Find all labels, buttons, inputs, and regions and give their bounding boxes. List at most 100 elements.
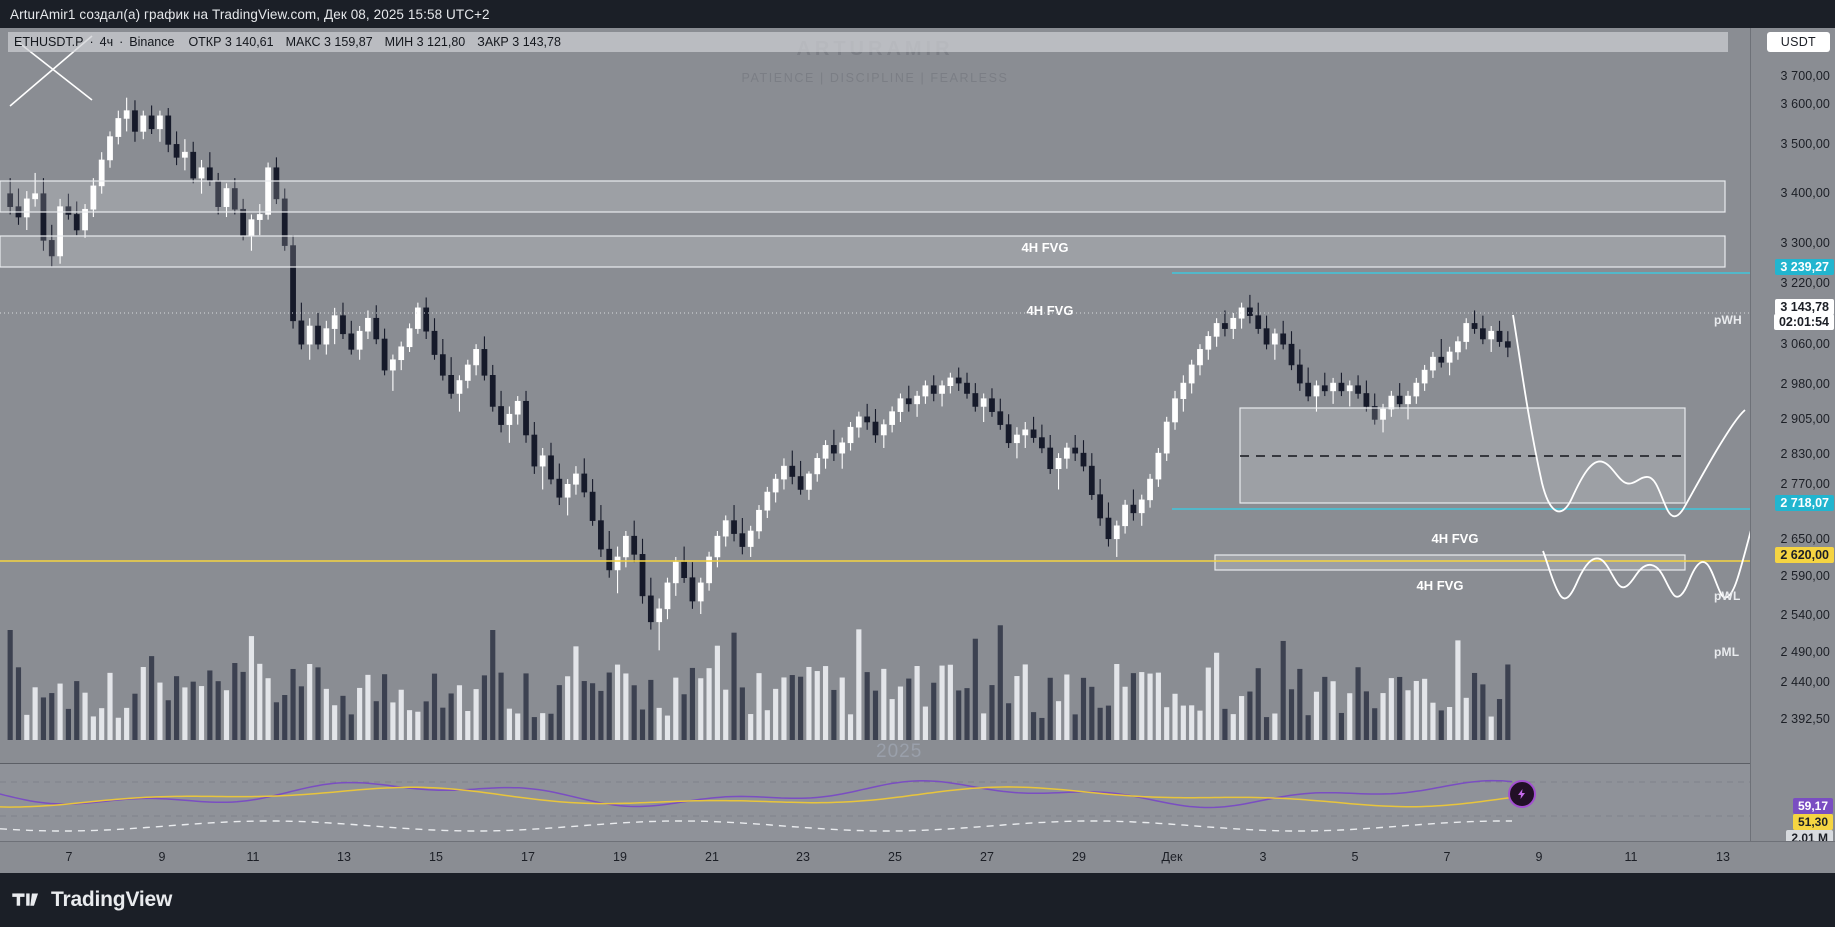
time-tick: 3 [1259, 850, 1267, 864]
volume-bar [1430, 702, 1436, 740]
projection-drawing-layer[interactable] [0, 28, 1750, 763]
price-tick: 3 060,00 [1780, 337, 1830, 351]
candle-body [855, 416, 862, 428]
candle-body [398, 346, 405, 361]
volume-bar [864, 672, 870, 740]
projection-path-upper[interactable] [1512, 314, 1746, 518]
candle-body [32, 193, 39, 200]
volume-bar [282, 695, 288, 740]
volume-bar [1006, 703, 1012, 740]
oscillator-pane[interactable] [0, 763, 1750, 842]
volume-bar [1114, 664, 1120, 740]
volume-bar [789, 675, 795, 740]
tradingview-logo-icon [12, 893, 39, 906]
volume-bar [1280, 640, 1286, 740]
candle-body [930, 385, 937, 394]
pml-price-pill: 2 620,00 [1775, 547, 1834, 563]
candle-body [1213, 323, 1220, 337]
volume-bar [698, 678, 704, 740]
volume-bar [1039, 717, 1045, 740]
fvg-zone-4[interactable]: 4H FVG [1214, 554, 1686, 593]
candle-body [182, 151, 188, 158]
time-tick: 21 [705, 850, 719, 864]
legend-symbol[interactable]: ETHUSDT.P [14, 35, 84, 49]
candle-body [1321, 385, 1328, 392]
candle-body [747, 530, 754, 547]
fvg-zone-1[interactable]: 4H FVG [0, 180, 1726, 255]
candle-body [240, 208, 247, 236]
countdown-pill: 02:01:54 [1773, 314, 1834, 330]
candle-body [1222, 323, 1228, 329]
tradingview-logo[interactable]: TradingView [12, 888, 172, 912]
volume-bar [315, 667, 321, 740]
volume-bar [440, 707, 446, 740]
candle-body [772, 478, 779, 493]
chart-stage: ARTURAMIR PATIENCE | DISCIPLINE | FEARLE… [0, 28, 1835, 874]
currency-unit-badge[interactable]: USDT [1766, 32, 1830, 52]
legend-high-value: 3 159,87 [324, 35, 373, 49]
candle-body [390, 359, 396, 371]
volume-bar [981, 713, 987, 740]
volume-bar [7, 630, 13, 740]
candle-body [481, 349, 488, 376]
fvg-zone-label: 4H FVG [1022, 240, 1069, 255]
time-tick: 5 [1351, 850, 1359, 864]
legend-interval[interactable]: 4ч [99, 35, 114, 49]
candle-body [165, 115, 172, 145]
candle-body [157, 115, 163, 130]
volume-bar [906, 678, 912, 740]
volume-bar [215, 681, 221, 740]
candle-body [1122, 504, 1128, 527]
volume-bar [390, 702, 396, 740]
volume-bar [573, 646, 579, 740]
volume-bar [1230, 714, 1236, 740]
volume-bar [814, 671, 820, 740]
price-pane[interactable]: ARTURAMIR PATIENCE | DISCIPLINE | FEARLE… [0, 28, 1750, 763]
candle-body [348, 333, 355, 350]
pwl-price-pill: 2 718,07 [1775, 495, 1834, 511]
candle-body [714, 535, 721, 558]
lightning-badge-icon[interactable] [1508, 780, 1536, 808]
volume-bar [889, 699, 895, 740]
candle-body [905, 398, 912, 405]
volume-bar [847, 714, 854, 740]
volume-bar [748, 714, 754, 740]
pwh-label: pWH [1714, 313, 1742, 327]
time-tick: 7 [65, 850, 73, 864]
volume-bar [1064, 674, 1070, 740]
candle-body [822, 445, 829, 459]
volume-bar [340, 695, 346, 740]
volume-bar [1397, 676, 1403, 740]
price-tick: 2 650,00 [1780, 532, 1830, 546]
price-axis[interactable]: USDT 3 700,00 3 600,00 3 500,00 3 400,00 3 3… [1750, 28, 1835, 841]
candle-body [140, 115, 147, 132]
volume-bar [1288, 689, 1295, 740]
volume-bar [1463, 697, 1469, 740]
fvg-annotation-layer[interactable]: 4H FVG 4H FVG 4H FVG 4H FVG [0, 28, 1750, 763]
volume-bar [731, 632, 737, 740]
candle-body [1430, 356, 1436, 371]
candle-body [373, 317, 380, 340]
volume-bar [1272, 713, 1278, 740]
candle-body [1014, 434, 1020, 444]
symbol-legend[interactable]: ETHUSDT.P · 4ч · Binance ОТКР 3 140,61 М… [8, 32, 1728, 52]
volume-bar [1247, 691, 1253, 740]
volume-bar [531, 717, 537, 740]
volume-bar [1422, 678, 1428, 740]
candle-body [1263, 328, 1270, 345]
candle-body [281, 198, 288, 246]
tradingview-logo-text: TradingView [51, 888, 173, 911]
candle-body [1230, 317, 1237, 329]
fvg-zone-2[interactable]: 4H FVG [0, 235, 1726, 318]
volume-bar [1471, 672, 1478, 740]
candle-body [539, 455, 546, 467]
candle-body [681, 561, 687, 579]
projection-path-lower[interactable] [1542, 476, 1750, 600]
time-axis[interactable]: 7 9 11 13 15 17 19 21 23 25 27 29 Дек 3 5 7 9 11 13 [0, 841, 1835, 874]
volume-bar [357, 687, 363, 740]
candle-body [473, 349, 479, 366]
volume-bar [1480, 684, 1486, 740]
volume-bar [1055, 701, 1062, 740]
volume-bar [1380, 693, 1386, 740]
candle-body [1172, 398, 1178, 423]
